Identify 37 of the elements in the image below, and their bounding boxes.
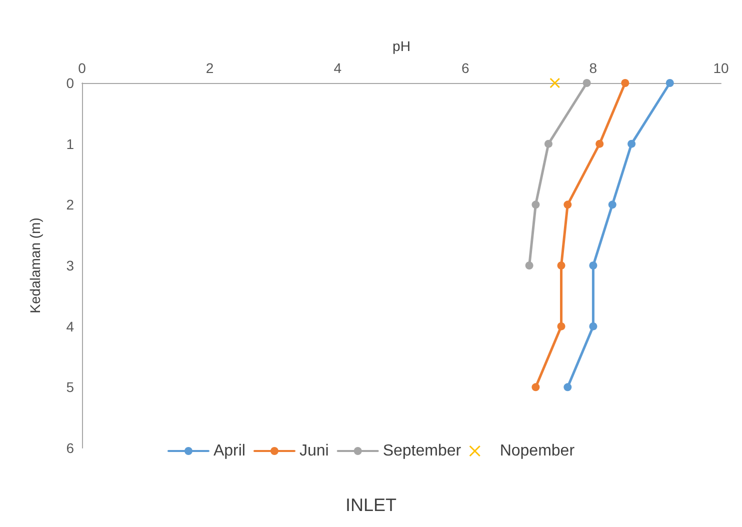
y-tick-label: 5 (66, 379, 74, 396)
legend-label: Nopember (500, 442, 576, 460)
y-tick-label: 6 (66, 440, 74, 456)
x-tick-label: 0 (78, 60, 86, 76)
point (557, 322, 566, 330)
y-tick-label: 0 (66, 75, 74, 91)
y-tick-label: 2 (66, 196, 74, 213)
legend-label: April (213, 442, 246, 460)
x-tick-label: 6 (462, 60, 470, 76)
point (564, 383, 572, 392)
y-tick-label: 4 (66, 318, 74, 334)
point (544, 140, 552, 148)
point (557, 262, 566, 270)
x-tick-label: 10 (713, 60, 729, 76)
y-tick-label: 3 (66, 258, 74, 274)
point (621, 79, 630, 87)
y-tick-label: 1 (66, 136, 74, 152)
point (589, 262, 598, 270)
point (582, 79, 591, 87)
point (564, 200, 572, 209)
legend-label: Juni (299, 442, 329, 460)
point (532, 383, 540, 392)
legend-label: September (382, 442, 462, 460)
x-tick-label: 2 (206, 60, 214, 76)
x-tick-label: 8 (589, 60, 598, 76)
point (628, 140, 636, 148)
point (589, 322, 598, 330)
y-axis-title: Kedalaman (m) (27, 218, 43, 314)
point (596, 140, 604, 148)
text: INLET (345, 495, 397, 515)
point (608, 200, 616, 209)
x-tick-label: 4 (334, 60, 342, 76)
point (532, 200, 540, 209)
point (525, 262, 534, 270)
point (550, 78, 560, 88)
x-axis-title: pH (392, 38, 410, 54)
point (666, 79, 674, 87)
